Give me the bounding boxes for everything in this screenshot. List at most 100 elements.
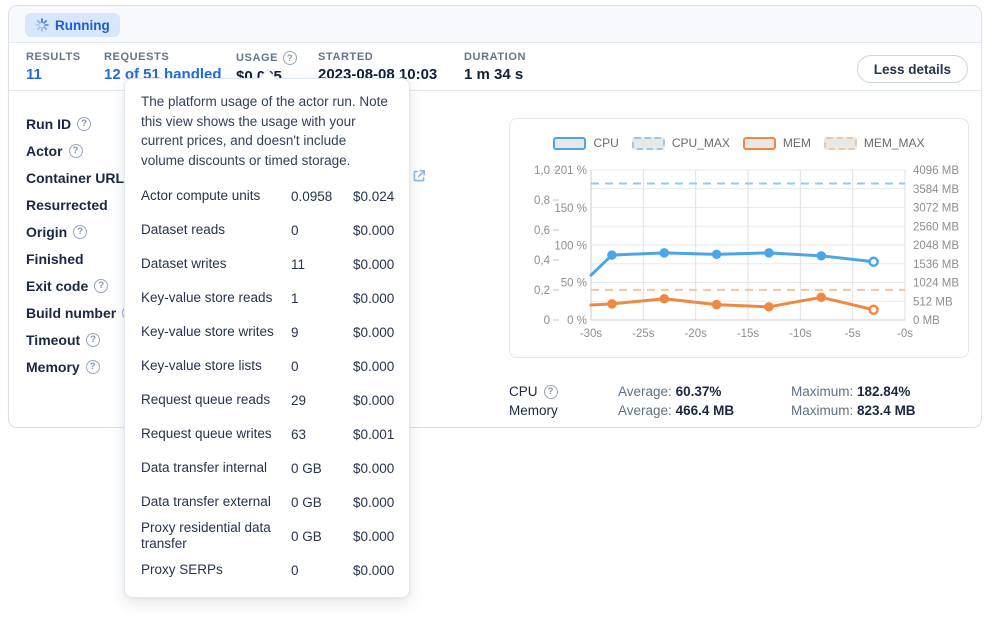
detail-label: Finished [26, 250, 84, 267]
help-icon[interactable]: ? [73, 224, 88, 239]
percent-axis-label: 0 % [567, 315, 587, 327]
x-axis-label: -10s [789, 328, 812, 340]
stat-duration: DURATION 1 m 34 s [464, 51, 526, 83]
legend-item-cpu[interactable]: CPU [553, 136, 619, 150]
usage-row-val: 0 [291, 562, 299, 578]
detail-label: Run ID [26, 115, 72, 132]
stat-results: RESULTS 11 [26, 51, 81, 83]
usage-row: Request queue reads 29 $0.000 [141, 383, 394, 417]
cpu-dot [607, 250, 617, 260]
usage-row-price: $0.000 [353, 222, 395, 238]
stats-bar: RESULTS 11 REQUESTS 12 of 51 handled USA… [9, 43, 981, 91]
help-icon[interactable]: ? [94, 278, 109, 293]
detail-label: Build number [26, 304, 117, 321]
outer-left-axis-label: 0 [544, 315, 550, 327]
detail-row-finished: Finished [26, 245, 84, 272]
spinner-icon [35, 18, 49, 32]
detail-row-resurrected: Resurrected [26, 191, 108, 218]
detail-row-build-number: Build number? [26, 299, 137, 326]
cpu-dot [868, 256, 879, 268]
legend-label: CPU_MAX [671, 136, 730, 150]
usage-row-lbl: Proxy residential data transfer [141, 520, 271, 551]
usage-row-price: $0.024 [353, 188, 395, 204]
usage-row-price: $0.000 [353, 528, 395, 544]
legend-item-cpu_max[interactable]: CPU_MAX [631, 136, 730, 150]
legend-swatch [823, 136, 857, 150]
stat-results-value[interactable]: 11 [26, 66, 42, 83]
usage-row-val: 0 GB [291, 528, 322, 544]
outer-left-axis-label: 0,2 [534, 285, 550, 297]
external-link-icon[interactable] [411, 168, 427, 184]
legend-item-mem[interactable]: MEM [742, 136, 811, 150]
stat-duration-label: DURATION [464, 51, 527, 63]
mem-dot [764, 302, 774, 312]
usage-row-price: $0.000 [353, 358, 395, 374]
x-axis-label: -15s [737, 328, 760, 340]
mem-dot [607, 299, 617, 309]
cpu-average-value: 60.37% [675, 384, 722, 399]
legend-label: MEM [782, 136, 811, 150]
usage-row-price: $0.000 [353, 460, 395, 476]
legend-item-mem_max[interactable]: MEM_MAX [823, 136, 925, 150]
cpu-dot [659, 248, 670, 258]
usage-row-price: $0.000 [353, 562, 395, 578]
detail-label: Resurrected [26, 196, 108, 213]
usage-row-lbl: Proxy SERPs [141, 562, 223, 577]
mb-axis-label: 2560 MB [913, 221, 959, 233]
usage-row-val: 0 [291, 358, 299, 374]
usage-chart: 1,0 0,8 0,6 0,4 0,2 0 201 % 150 % 100 % 50 % 0 % 40… [534, 165, 959, 340]
stat-started-label: STARTED [318, 51, 374, 63]
detail-label: Actor [26, 142, 63, 159]
usage-row: Proxy SERPs 0 $0.000 [141, 553, 395, 587]
percent-axis-label: 50 % [561, 278, 587, 290]
mb-axis-label: 4096 MB [913, 165, 959, 177]
cpu-dot [711, 249, 722, 260]
mb-axis-label: 1536 MB [913, 259, 959, 271]
detail-row-origin: Origin? [26, 218, 88, 245]
status-label: Running [55, 17, 110, 33]
detail-row-actor: Actor? [26, 137, 83, 164]
usage-row-val: 0.0958 [291, 188, 333, 204]
x-axis-label: -30s [580, 328, 603, 340]
cpu-maximum-label: Maximum: [791, 384, 854, 399]
usage-row-lbl: Actor compute units [141, 188, 261, 203]
memory-maximum-value: 823.4 MB [857, 403, 916, 418]
less-details-button[interactable]: Less details [856, 55, 968, 83]
percent-axis-label: 201 % [554, 165, 587, 177]
mb-axis-label: 0 MB [913, 315, 940, 327]
help-icon[interactable]: ? [86, 332, 101, 347]
usage-row: Key-value store reads 1 $0.000 [141, 281, 394, 315]
usage-row-val: 63 [291, 426, 307, 442]
usage-row-lbl: Key-value store lists [141, 358, 262, 373]
percent-axis-label: 100 % [554, 240, 587, 252]
usage-row-val: 0 GB [291, 494, 322, 510]
usage-row-val: 0 [291, 222, 299, 238]
help-icon[interactable]: ? [77, 116, 92, 131]
cpu-help-icon[interactable]: ? [543, 384, 558, 399]
usage-row-price: $0.000 [353, 324, 395, 340]
usage-row-lbl: Key-value store reads [141, 290, 273, 305]
usage-chart-panel: CPU CPU_MAX MEM MEM_MAX 1,0 0,8 0,6 0,4 0,2 0 201… [509, 118, 969, 358]
outer-left-axis-label: 0,6 [534, 225, 550, 237]
mem-dot [816, 292, 827, 303]
x-axis-label: -25s [632, 328, 655, 340]
percent-axis-label: 150 % [554, 203, 587, 215]
memory-metric-label: Memory [509, 403, 558, 418]
usage-row: Dataset reads 0 $0.000 [141, 213, 395, 247]
usage-row: Key-value store lists 0 $0.000 [141, 349, 395, 383]
help-icon[interactable]: ? [85, 359, 100, 374]
usage-help-icon[interactable]: ? [283, 51, 298, 65]
mb-axis-label: 2048 MB [913, 240, 959, 252]
mem-dot [659, 294, 670, 304]
help-icon[interactable]: ? [68, 143, 83, 158]
x-axis-label: -0s [897, 328, 913, 340]
detail-label: Exit code [26, 277, 89, 294]
legend-swatch [553, 136, 587, 150]
usage-row-price: $0.001 [353, 426, 395, 442]
usage-tooltip-description: The platform usage of the actor run. Not… [141, 94, 388, 168]
status-badge: Running [25, 13, 120, 37]
detail-label: Timeout [26, 331, 81, 348]
run-status-bar: Running [9, 6, 981, 43]
detail-label: Origin [26, 223, 68, 240]
detail-row-exit-code: Exit code? [26, 272, 109, 299]
